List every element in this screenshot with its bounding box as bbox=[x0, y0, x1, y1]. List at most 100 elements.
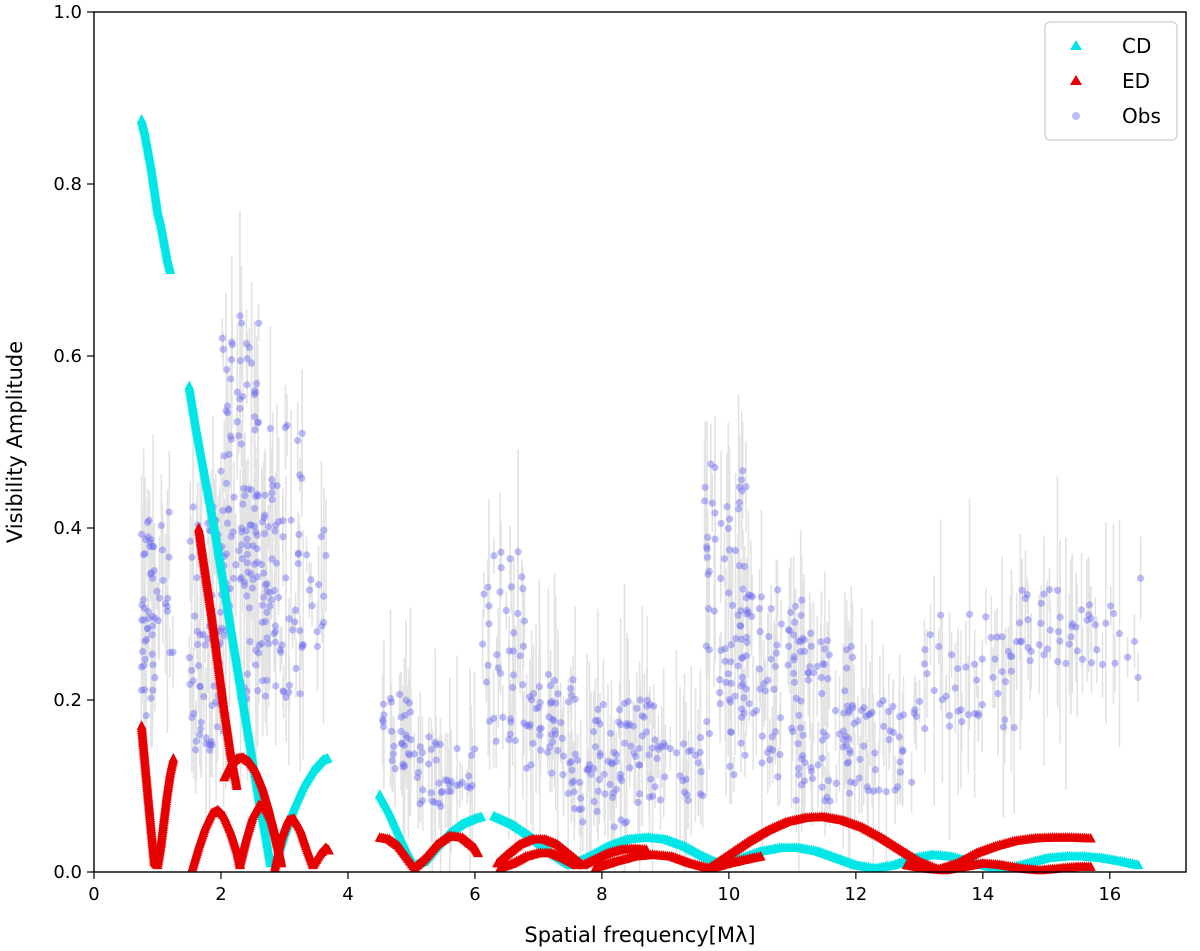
obs-point bbox=[147, 570, 155, 578]
obs-point bbox=[255, 649, 263, 657]
obs-point bbox=[732, 634, 740, 643]
obs-point bbox=[260, 513, 268, 522]
obs-point bbox=[141, 655, 149, 663]
obs-point bbox=[807, 763, 815, 772]
obs-point bbox=[647, 775, 655, 783]
obs-point bbox=[617, 816, 625, 824]
obs-point bbox=[259, 677, 267, 685]
obs-point bbox=[648, 744, 656, 752]
obs-point bbox=[196, 682, 204, 691]
obs-point bbox=[726, 698, 735, 706]
obs-point bbox=[954, 707, 962, 715]
obs-point bbox=[258, 518, 267, 526]
obs-point bbox=[243, 381, 251, 389]
obs-point bbox=[453, 745, 461, 753]
obs-point bbox=[1013, 637, 1021, 646]
obs-point bbox=[188, 666, 196, 674]
obs-point bbox=[153, 587, 161, 595]
obs-point bbox=[851, 779, 859, 787]
x-tick-label: 12 bbox=[844, 884, 867, 905]
obs-point bbox=[269, 482, 277, 490]
obs-point bbox=[315, 581, 323, 589]
obs-point bbox=[921, 725, 929, 733]
obs-point bbox=[818, 689, 826, 698]
obs-point bbox=[784, 661, 792, 669]
obs-point bbox=[142, 535, 150, 544]
legend-obs-marker bbox=[1072, 112, 1080, 120]
obs-point bbox=[743, 610, 751, 618]
obs-point bbox=[154, 617, 162, 625]
obs-point bbox=[305, 586, 314, 594]
obs-point bbox=[140, 686, 149, 694]
obs-point bbox=[1006, 652, 1014, 660]
obs-point bbox=[163, 607, 171, 615]
obs-point bbox=[839, 727, 847, 735]
obs-point bbox=[157, 522, 165, 530]
obs-point bbox=[165, 553, 173, 561]
obs-point bbox=[860, 704, 868, 712]
obs-point bbox=[244, 568, 252, 576]
obs-point bbox=[635, 744, 643, 752]
obs-point bbox=[739, 585, 747, 593]
obs-point bbox=[236, 404, 244, 413]
obs-point bbox=[194, 640, 202, 649]
obs-point bbox=[711, 535, 719, 543]
obs-point bbox=[222, 479, 231, 487]
obs-point bbox=[263, 634, 271, 642]
obs-point bbox=[418, 797, 426, 805]
obs-point bbox=[196, 631, 204, 639]
obs-point bbox=[739, 467, 747, 475]
obs-point bbox=[797, 611, 805, 619]
obs-point bbox=[609, 789, 617, 797]
obs-point bbox=[738, 713, 746, 721]
obs-point bbox=[731, 546, 740, 555]
obs-point bbox=[260, 529, 269, 538]
obs-point bbox=[282, 574, 290, 582]
obs-point bbox=[807, 629, 815, 637]
obs-point bbox=[261, 617, 270, 626]
x-tick-label: 10 bbox=[717, 884, 740, 905]
obs-point bbox=[148, 622, 157, 630]
obs-point bbox=[250, 390, 258, 399]
obs-point bbox=[259, 601, 267, 609]
obs-point bbox=[251, 426, 259, 434]
obs-point bbox=[519, 584, 527, 593]
obs-point bbox=[868, 708, 876, 717]
obs-point bbox=[1124, 653, 1132, 661]
obs-point bbox=[247, 521, 255, 529]
obs-point bbox=[755, 605, 764, 613]
obs-point bbox=[612, 751, 621, 759]
obs-point bbox=[514, 548, 522, 556]
obs-point bbox=[189, 677, 197, 685]
obs-point bbox=[772, 649, 780, 657]
y-tick-label: 0.6 bbox=[53, 346, 82, 367]
obs-point bbox=[658, 743, 666, 751]
obs-point bbox=[294, 549, 303, 557]
obs-point bbox=[320, 526, 328, 534]
obs-point bbox=[253, 545, 261, 553]
obs-point bbox=[591, 743, 600, 751]
obs-point bbox=[144, 625, 152, 633]
obs-point bbox=[623, 722, 631, 730]
obs-point bbox=[766, 756, 774, 764]
obs-point bbox=[453, 781, 461, 790]
obs-point bbox=[1134, 673, 1142, 682]
obs-point bbox=[299, 642, 307, 650]
obs-point bbox=[844, 735, 853, 743]
obs-point bbox=[747, 591, 755, 600]
y-tick-label: 0.2 bbox=[53, 690, 82, 711]
obs-point bbox=[610, 748, 618, 756]
obs-point bbox=[1067, 633, 1075, 641]
obs-point bbox=[842, 741, 850, 749]
obs-point bbox=[266, 424, 274, 433]
obs-point bbox=[1045, 585, 1054, 594]
obs-point bbox=[243, 670, 252, 678]
obs-point bbox=[264, 523, 272, 531]
obs-point bbox=[485, 602, 493, 610]
obs-point bbox=[1115, 629, 1124, 638]
obs-point bbox=[703, 553, 712, 561]
obs-point bbox=[885, 736, 893, 744]
obs-point bbox=[797, 724, 805, 732]
obs-point bbox=[721, 657, 729, 665]
